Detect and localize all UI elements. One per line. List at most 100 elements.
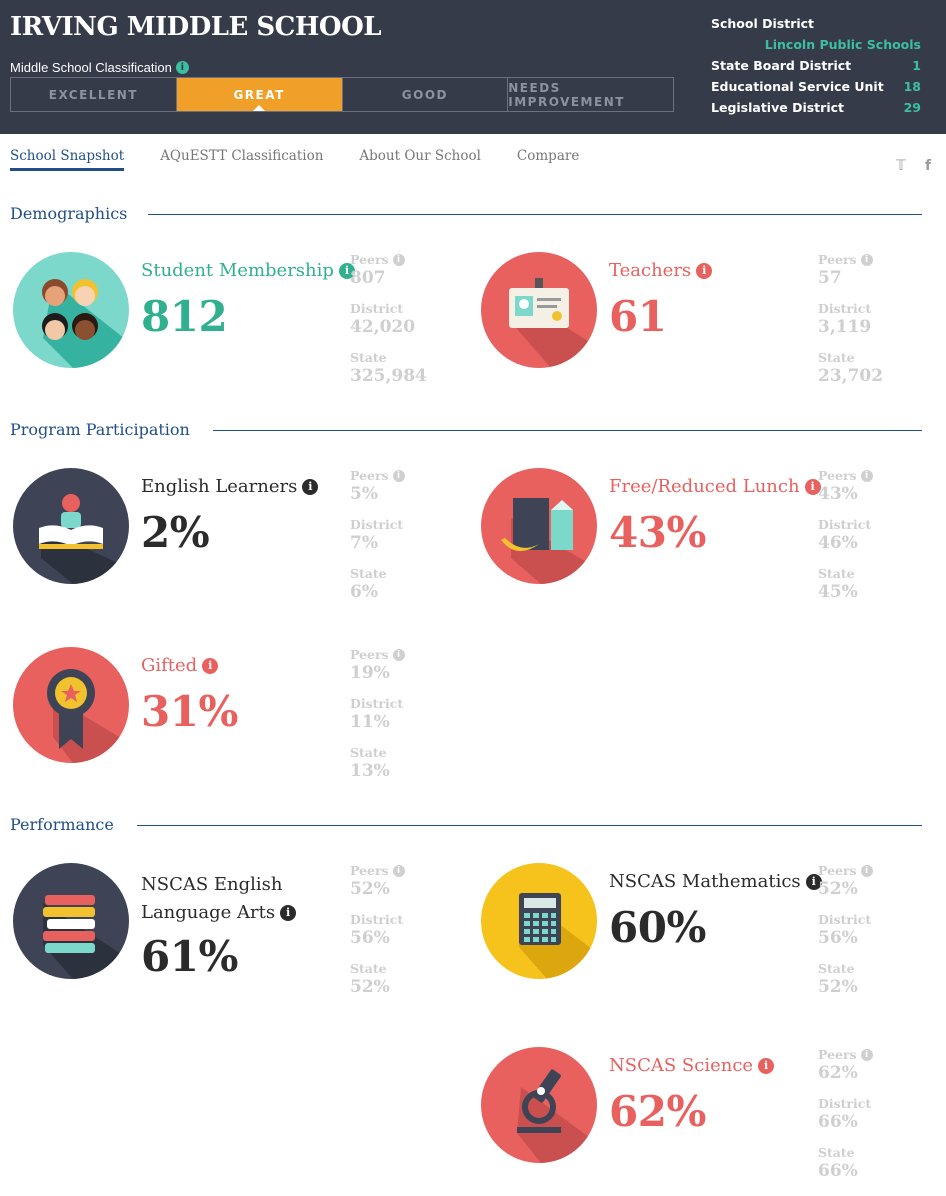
classification-needs-improvement: NEEDS IMPROVEMENT (508, 80, 625, 109)
peers-label: Peers (818, 252, 857, 267)
facebook-icon[interactable]: f (925, 158, 932, 174)
peers-value: 52% (350, 879, 390, 899)
gifted-label-text: Gifted (141, 655, 198, 676)
info-icon[interactable]: i (392, 648, 405, 661)
state-label: State (350, 566, 387, 581)
tab-compare[interactable]: Compare (516, 148, 580, 164)
tab-about-our-school[interactable]: About Our School (359, 148, 481, 164)
teachers-label-text: Teachers (609, 260, 692, 281)
peers-value: 57 (818, 268, 842, 288)
classification-label-text: Middle School Classification (10, 60, 172, 75)
info-icon[interactable]: i (175, 61, 189, 74)
legislative-label: Legislative District (711, 100, 844, 115)
info-icon[interactable]: i (392, 469, 405, 482)
state-value: 13% (350, 761, 390, 781)
school-district-link[interactable]: Lincoln Public Schools (764, 37, 921, 52)
district-value: 66% (818, 1112, 858, 1132)
state-value: 325,984 (350, 366, 427, 386)
state-label: State (350, 745, 387, 760)
district-label: District (818, 517, 872, 532)
student-membership-value: 812 (141, 292, 228, 341)
section-title-performance: Performance (10, 815, 126, 834)
classification-bar: EXCELLENT GREAT GOOD NEEDS IMPROVEMENT (10, 77, 674, 112)
student-membership-label: Student Membership i (141, 260, 355, 281)
science-label-text: NSCAS Science (609, 1055, 754, 1076)
info-icon[interactable]: i (860, 469, 873, 482)
info-icon[interactable]: i (860, 1048, 873, 1061)
section-divider (137, 825, 922, 826)
ela-label-line1: NSCAS English (141, 874, 283, 895)
district-label: District (818, 1096, 872, 1111)
district-label: District (818, 912, 872, 927)
section-title-program-participation: Program Participation (10, 420, 202, 439)
math-label-text: NSCAS Mathematics (609, 871, 801, 892)
ela-label: NSCAS English Language Arts i (141, 871, 297, 927)
info-icon[interactable]: i (202, 657, 219, 674)
district-value: 3,119 (818, 317, 872, 337)
peers-label: Peers (350, 647, 389, 662)
ela-comparison: Peers i 52% District 56% State 52% (350, 862, 470, 1009)
books-icon (13, 863, 129, 979)
peers-value: 62% (818, 1063, 858, 1083)
classification-great: GREAT (176, 78, 343, 111)
state-label: State (818, 566, 855, 581)
peers-value: 52% (818, 879, 858, 899)
peers-label: Peers (350, 252, 389, 267)
state-value: 6% (350, 582, 378, 602)
section-title-demographics: Demographics (10, 204, 140, 223)
district-label: District (350, 696, 404, 711)
info-icon[interactable]: i (280, 905, 297, 921)
info-icon[interactable]: i (696, 262, 713, 279)
lunch-label-text: Free/Reduced Lunch (609, 476, 800, 497)
tab-school-snapshot[interactable]: School Snapshot (10, 148, 125, 171)
twitter-icon[interactable]: 𝕋 (896, 158, 906, 174)
reader-icon (13, 468, 129, 584)
peers-label: Peers (350, 468, 389, 483)
school-district-label: School District (711, 16, 815, 31)
info-icon[interactable]: i (392, 253, 405, 266)
info-icon[interactable]: i (392, 864, 405, 877)
state-label: State (818, 1145, 855, 1160)
gifted-value: 31% (141, 687, 238, 736)
info-icon[interactable]: i (805, 873, 822, 890)
student-membership-comparison: Peers i 807 District 42,020 State 325,984 (350, 251, 470, 398)
info-icon[interactable]: i (860, 864, 873, 877)
state-board-label: State Board District (711, 58, 852, 73)
peers-label: Peers (818, 1047, 857, 1062)
teachers-label: Teachers i (609, 260, 713, 281)
science-label: NSCAS Science i (609, 1055, 775, 1076)
math-value: 60% (609, 903, 706, 952)
peers-value: 43% (818, 484, 858, 504)
classification-excellent: EXCELLENT (11, 78, 177, 111)
state-value: 66% (818, 1161, 858, 1181)
info-icon[interactable]: i (804, 478, 821, 495)
teachers-comparison: Peers i 57 District 3,119 State 23,702 (818, 251, 938, 398)
students-icon (13, 252, 129, 368)
tab-aquestt-classification[interactable]: AQuESTT Classification (160, 148, 324, 164)
math-label: NSCAS Mathematics i (609, 871, 822, 892)
district-value: 46% (818, 533, 858, 553)
award-ribbon-icon (13, 647, 129, 763)
student-membership-label-text: Student Membership (141, 260, 334, 281)
state-value: 23,702 (818, 366, 884, 386)
info-icon[interactable]: i (758, 1057, 775, 1074)
lunch-icon (481, 468, 597, 584)
info-icon[interactable]: i (302, 478, 319, 495)
calculator-icon (481, 863, 597, 979)
tab-nav: School Snapshot AQuESTT Classification A… (10, 148, 579, 171)
school-header: IRVING MIDDLE SCHOOL Middle School Class… (0, 0, 946, 134)
esu-value: 18 (903, 79, 921, 94)
ela-value: 61% (141, 932, 238, 981)
info-icon[interactable]: i (860, 253, 873, 266)
section-divider (148, 214, 922, 215)
district-value: 11% (350, 712, 390, 732)
info-icon[interactable]: i (338, 262, 355, 279)
english-learners-value: 2% (141, 508, 210, 557)
esu-label: Educational Service Unit (711, 79, 884, 94)
district-label: District (818, 301, 872, 316)
district-label: District (350, 912, 404, 927)
science-value: 62% (609, 1087, 706, 1136)
gifted-label: Gifted i (141, 655, 219, 676)
english-learners-label: English Learners i (141, 476, 319, 497)
gifted-comparison: Peers i 19% District 11% State 13% (350, 646, 470, 793)
